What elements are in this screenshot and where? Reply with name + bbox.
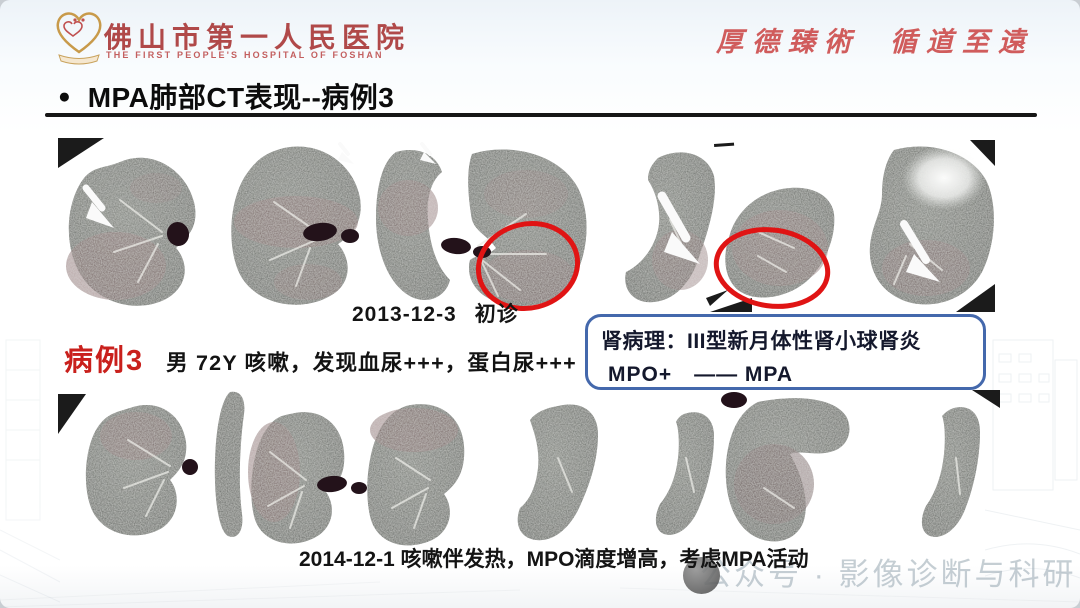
background-building-right xyxy=(985,339,1080,579)
hospital-name: 佛山市第一人民医院 xyxy=(104,23,411,54)
title-row: ● MPA肺部CT表现--病例3 xyxy=(58,76,394,116)
case-description: 男 72Y 咳嗽，发现血尿+++，蛋白尿+++ xyxy=(166,351,577,375)
ct-dark-marks-bottom xyxy=(182,392,747,494)
ct-top-caption: 2013-12-3 初诊 xyxy=(352,298,519,328)
ct-panel-top xyxy=(58,138,995,312)
pathology-line2: MPO+ —— MPA xyxy=(608,363,794,386)
hospital-motto: 厚德臻術 循道至遠 xyxy=(716,20,1034,59)
ct-top-caption-label: 初诊 xyxy=(474,303,519,326)
page-title: MPA肺部CT表现--病例3 xyxy=(87,82,395,113)
watermark-text: 公众号 · 影像诊断与科研 xyxy=(700,557,1077,592)
case-info-row: 病例3 男 72Y 咳嗽，发现血尿+++，蛋白尿+++ xyxy=(64,337,577,379)
pathology-line1: 肾病理：III型新月体性肾小球肾炎 xyxy=(601,330,922,353)
title-divider xyxy=(45,113,1037,117)
background-building-left xyxy=(0,339,60,603)
ct-bottom-caption: 2014-12-1 咳嗽伴发热，MPO滴度增高，考虑MPA活动 xyxy=(299,548,809,571)
motto-right: 循道至遠 xyxy=(890,27,1034,57)
watermark-logo-icon xyxy=(683,557,720,594)
case-label: 病例3 xyxy=(64,345,145,377)
motto-left: 厚德臻術 xyxy=(716,27,860,57)
pathology-box: 肾病理：III型新月体性肾小球肾炎 MPO+ —— MPA xyxy=(585,314,986,390)
ct-corner-wedges-top xyxy=(58,138,995,312)
ct-panel-bottom xyxy=(58,390,1000,546)
ct-corner-wedges-bottom xyxy=(58,390,1000,434)
ct-top-caption-date: 2013-12-3 xyxy=(352,303,457,326)
hospital-logo-icon xyxy=(56,12,102,65)
ct-slices-bottom xyxy=(85,391,980,546)
bullet-icon: ● xyxy=(58,84,71,108)
white-arrow-icons-top xyxy=(82,142,940,282)
ct-slices-top xyxy=(66,146,994,306)
ct-dark-marks-top xyxy=(166,222,491,258)
red-circle-annotations xyxy=(475,220,831,312)
hospital-name-en: THE FIRST PEOPLE'S HOSPITAL OF FOSHAN xyxy=(106,50,384,60)
